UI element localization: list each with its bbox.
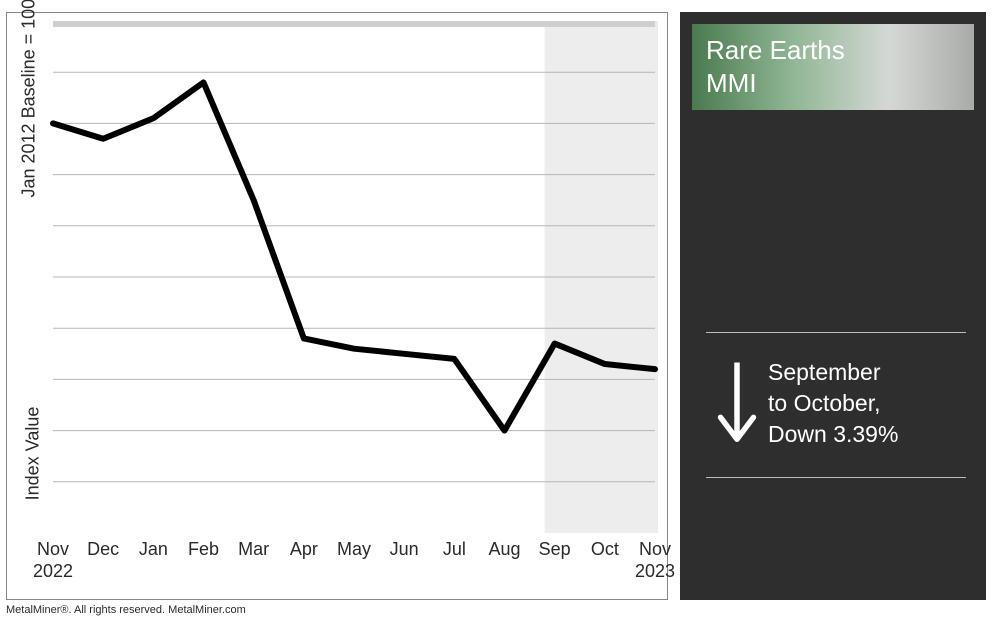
panel-change-text: September to October, Down 3.39%	[768, 357, 898, 450]
x-tick-label: Mar	[238, 539, 269, 561]
x-tick-label: Oct	[591, 539, 619, 561]
x-tick-label: Nov	[37, 539, 69, 561]
x-year-left: 2022	[33, 561, 73, 582]
panel-title-line2: MMI	[706, 68, 757, 98]
panel-title-line1: Rare Earths	[706, 35, 845, 65]
y-axis-index-label: Index Value	[23, 404, 44, 504]
x-tick-label: Nov	[639, 539, 671, 561]
x-tick-label: Dec	[87, 539, 119, 561]
chart-card: Jan 2012 Baseline = 100 Index Value Nov D…	[6, 12, 668, 600]
x-year-right: 2023	[635, 561, 675, 582]
panel-change-line3: Down 3.39%	[768, 421, 898, 447]
x-tick-label: Jul	[443, 539, 466, 561]
panel-title: Rare Earths MMI	[692, 24, 974, 110]
arrow-down-icon	[706, 357, 768, 453]
side-panel: Rare Earths MMI September to October, Do…	[680, 12, 986, 600]
y-axis-baseline-label: Jan 2012 Baseline = 100	[19, 78, 40, 198]
x-tick-label: Sep	[539, 539, 571, 561]
x-tick-label: Jun	[390, 539, 419, 561]
x-tick-label: Jan	[139, 539, 168, 561]
panel-change-line1: September	[768, 359, 881, 385]
footer-copyright: MetalMiner®. All rights reserved. MetalM…	[6, 604, 246, 616]
line-chart-svg	[49, 17, 659, 537]
x-tick-label: May	[337, 539, 371, 561]
panel-change-block: September to October, Down 3.39%	[706, 332, 966, 478]
x-tick-label: Apr	[290, 539, 318, 561]
panel-divider-top	[706, 332, 966, 333]
x-tick-label: Aug	[488, 539, 520, 561]
chart-plot	[49, 17, 659, 537]
panel-divider-bottom	[706, 477, 966, 478]
x-axis-ticks: NovDecJanFebMarAprMayJunJulAugSepOctNov2…	[49, 539, 659, 591]
x-tick-label: Feb	[188, 539, 219, 561]
panel-change-line2: to October,	[768, 390, 881, 416]
stage: Jan 2012 Baseline = 100 Index Value Nov D…	[0, 0, 1000, 624]
